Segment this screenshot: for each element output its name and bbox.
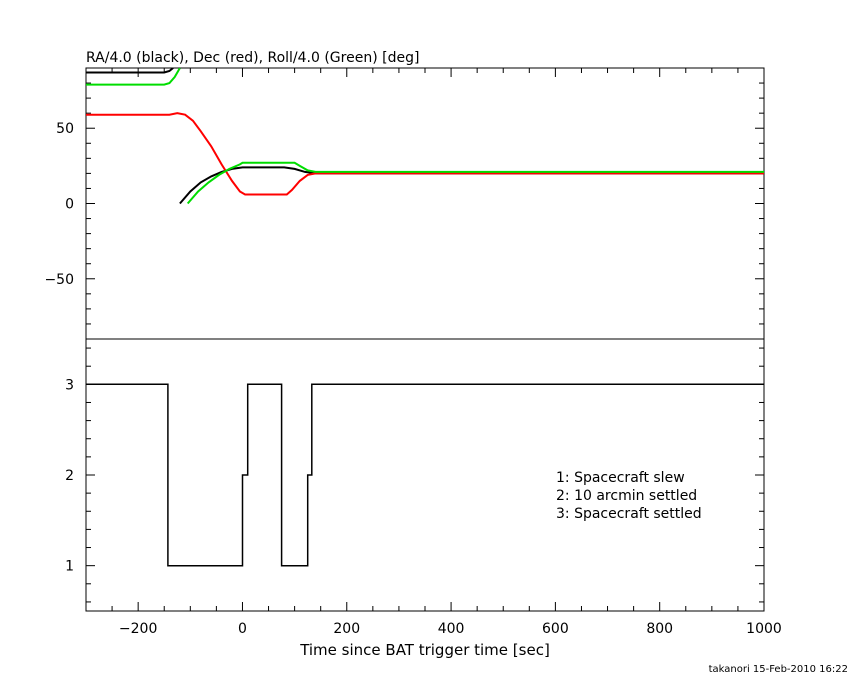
legend-entry: 2: 10 arcmin settled — [556, 488, 697, 504]
x-tick-label: 0 — [238, 621, 247, 637]
y-tick-label: 0 — [65, 197, 74, 213]
x-tick-label: 1000 — [746, 621, 782, 637]
footer-timestamp: takanori 15-Feb-2010 16:22 — [709, 664, 848, 675]
bottom-panel: 1 2 3 −200 0 200 400 600 800 1000 1: Spacecraft sl… — [65, 338, 782, 637]
series-line-1 — [86, 112, 764, 196]
y-tick-label: 50 — [56, 121, 74, 137]
x-tick-label: 200 — [333, 621, 360, 637]
x-tick-label: 800 — [646, 621, 673, 637]
series-line-2 — [186, 161, 764, 205]
status-line — [86, 383, 764, 567]
x-axis-label: Time since BAT trigger time [sec] — [299, 641, 550, 659]
series-line-0 — [86, 68, 174, 74]
legend-entry: 1: Spacecraft slew — [556, 470, 685, 486]
y-tick-label: −50 — [44, 272, 74, 288]
x-tick-label: 600 — [542, 621, 569, 637]
top-panel-title: RA/4.0 (black), Dec (red), Roll/4.0 (Gre… — [86, 50, 419, 66]
x-tick-label: −200 — [119, 621, 157, 637]
top-panel: −50 0 50 — [44, 67, 765, 340]
legend-entry: 3: Spacecraft settled — [556, 506, 702, 522]
y-tick-label: 1 — [65, 559, 74, 575]
y-tick-label: 2 — [65, 468, 74, 484]
x-tick-label: 400 — [438, 621, 465, 637]
series-line-2 — [86, 68, 181, 86]
series-line-0 — [179, 166, 764, 205]
y-tick-label: 3 — [65, 377, 74, 393]
